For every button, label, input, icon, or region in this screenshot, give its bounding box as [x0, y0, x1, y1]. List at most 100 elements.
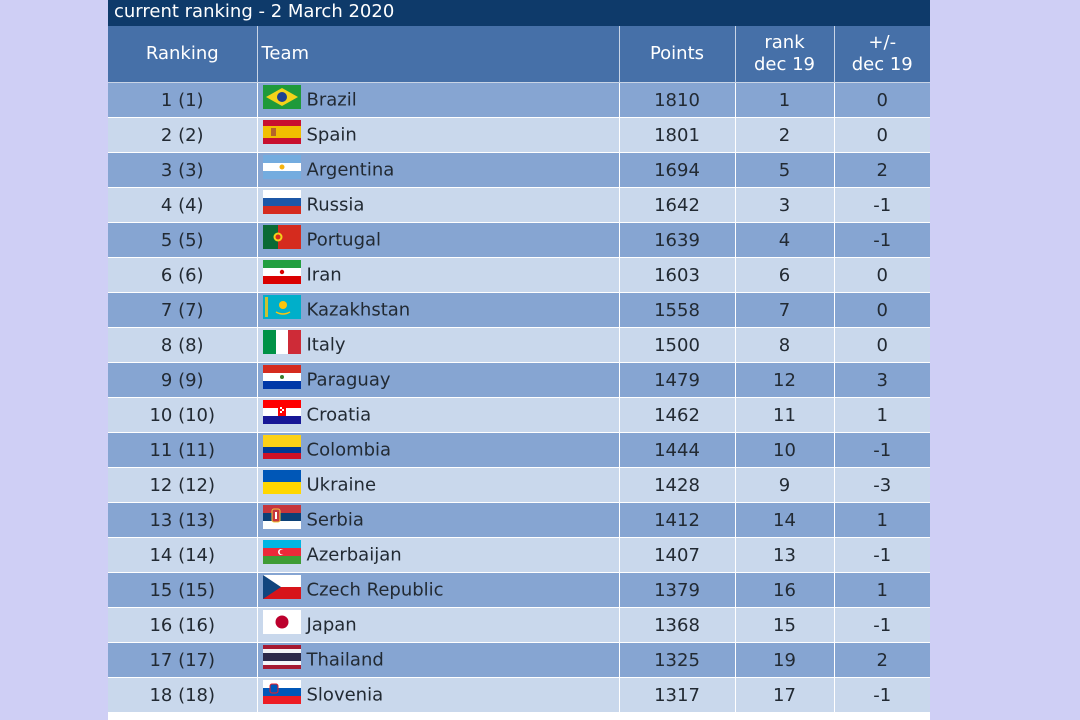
cell-ranking: 1 (1) [108, 82, 258, 118]
table-row: 17 (17) Thailand 1325 19 2 [108, 642, 930, 678]
cell-points: 1368 [619, 607, 736, 643]
azerbaijan-flag-icon [262, 540, 301, 564]
table-body: 1 (1) Brazil 1810 1 0 2 (2) Spain 1801 2 0 3 (3) Ar… [108, 82, 930, 713]
team-name: Argentina [306, 159, 395, 181]
team-name: Russia [306, 194, 365, 216]
thailand-flag-icon [262, 645, 301, 669]
cell-team: Brazil [257, 82, 620, 118]
cell-points: 1444 [619, 432, 736, 468]
cell-team: Paraguay [257, 362, 620, 398]
cell-rank-dec19: 6 [735, 257, 835, 293]
cell-delta-dec19: 0 [834, 117, 930, 153]
cell-rank-dec19: 8 [735, 327, 835, 363]
cell-rank-dec19: 7 [735, 292, 835, 328]
team-name: Czech Republic [306, 579, 444, 601]
cell-team: Spain [257, 117, 620, 153]
cell-rank-dec19: 11 [735, 397, 835, 433]
cell-ranking: 17 (17) [108, 642, 258, 678]
cell-points: 1810 [619, 82, 736, 118]
cell-points: 1412 [619, 502, 736, 538]
cell-rank-dec19: 12 [735, 362, 835, 398]
cell-ranking: 2 (2) [108, 117, 258, 153]
cell-points: 1558 [619, 292, 736, 328]
cell-delta-dec19: 1 [834, 397, 930, 433]
cell-team: Japan [257, 607, 620, 643]
cell-delta-dec19: -1 [834, 222, 930, 258]
cell-ranking: 18 (18) [108, 677, 258, 713]
cell-delta-dec19: -1 [834, 537, 930, 573]
cell-rank-dec19: 9 [735, 467, 835, 503]
slovenia-flag-icon [262, 680, 301, 704]
cell-points: 1694 [619, 152, 736, 188]
table-row: 18 (18) Slovenia 1317 17 -1 [108, 677, 930, 713]
header-team: Team [257, 26, 620, 83]
cell-delta-dec19: -1 [834, 432, 930, 468]
team-name: Croatia [306, 404, 372, 426]
cell-delta-dec19: 0 [834, 327, 930, 363]
serbia-flag-icon [262, 505, 301, 529]
portugal-flag-icon [262, 225, 301, 249]
cell-team: Ukraine [257, 467, 620, 503]
cell-rank-dec19: 5 [735, 152, 835, 188]
cell-delta-dec19: 0 [834, 82, 930, 118]
argentina-flag-icon [262, 155, 301, 179]
cell-points: 1407 [619, 537, 736, 573]
table-row: 8 (8) Italy 1500 8 0 [108, 327, 930, 363]
cell-rank-dec19: 13 [735, 537, 835, 573]
table-row: 2 (2) Spain 1801 2 0 [108, 117, 930, 153]
cell-rank-dec19: 17 [735, 677, 835, 713]
team-name: Azerbaijan [306, 544, 402, 566]
team-name: Spain [306, 124, 357, 146]
cell-team: Portugal [257, 222, 620, 258]
cell-rank-dec19: 15 [735, 607, 835, 643]
header-points: Points [619, 26, 736, 83]
cell-team: Thailand [257, 642, 620, 678]
cell-points: 1428 [619, 467, 736, 503]
cell-points: 1462 [619, 397, 736, 433]
cell-rank-dec19: 10 [735, 432, 835, 468]
cell-team: Kazakhstan [257, 292, 620, 328]
cell-delta-dec19: -1 [834, 187, 930, 223]
cell-ranking: 5 (5) [108, 222, 258, 258]
header-rank-dec19-line1: rank [764, 32, 805, 53]
table-row: 3 (3) Argentina 1694 5 2 [108, 152, 930, 188]
cell-ranking: 11 (11) [108, 432, 258, 468]
colombia-flag-icon [262, 435, 301, 459]
cell-team: Czech Republic [257, 572, 620, 608]
cell-delta-dec19: -3 [834, 467, 930, 503]
cell-ranking: 4 (4) [108, 187, 258, 223]
cell-points: 1379 [619, 572, 736, 608]
header-delta-dec19: +/- dec 19 [834, 26, 930, 83]
cell-ranking: 10 (10) [108, 397, 258, 433]
cell-points: 1500 [619, 327, 736, 363]
cell-ranking: 6 (6) [108, 257, 258, 293]
cell-rank-dec19: 4 [735, 222, 835, 258]
table-row: 1 (1) Brazil 1810 1 0 [108, 82, 930, 118]
cell-rank-dec19: 3 [735, 187, 835, 223]
table-row: 6 (6) Iran 1603 6 0 [108, 257, 930, 293]
ranking-panel: current ranking - 2 March 2020 Ranking T… [108, 0, 930, 720]
team-name: Kazakhstan [306, 299, 411, 321]
table-row: 9 (9) Paraguay 1479 12 3 [108, 362, 930, 398]
cell-delta-dec19: 0 [834, 257, 930, 293]
table-row: 11 (11) Colombia 1444 10 -1 [108, 432, 930, 468]
cell-team: Slovenia [257, 677, 620, 713]
cell-ranking: 13 (13) [108, 502, 258, 538]
table-row: 14 (14) Azerbaijan 1407 13 -1 [108, 537, 930, 573]
cell-team: Croatia [257, 397, 620, 433]
team-name: Colombia [306, 439, 392, 461]
cell-points: 1325 [619, 642, 736, 678]
japan-flag-icon [262, 610, 301, 634]
table-row: 16 (16) Japan 1368 15 -1 [108, 607, 930, 643]
table-row: 10 (10) Croatia 1462 11 1 [108, 397, 930, 433]
team-name: Brazil [306, 89, 357, 111]
cell-delta-dec19: 1 [834, 572, 930, 608]
cell-team: Russia [257, 187, 620, 223]
table-row: 4 (4) Russia 1642 3 -1 [108, 187, 930, 223]
cell-delta-dec19: -1 [834, 677, 930, 713]
cell-team: Azerbaijan [257, 537, 620, 573]
cell-ranking: 3 (3) [108, 152, 258, 188]
cell-points: 1639 [619, 222, 736, 258]
cell-ranking: 12 (12) [108, 467, 258, 503]
team-name: Japan [306, 614, 357, 636]
